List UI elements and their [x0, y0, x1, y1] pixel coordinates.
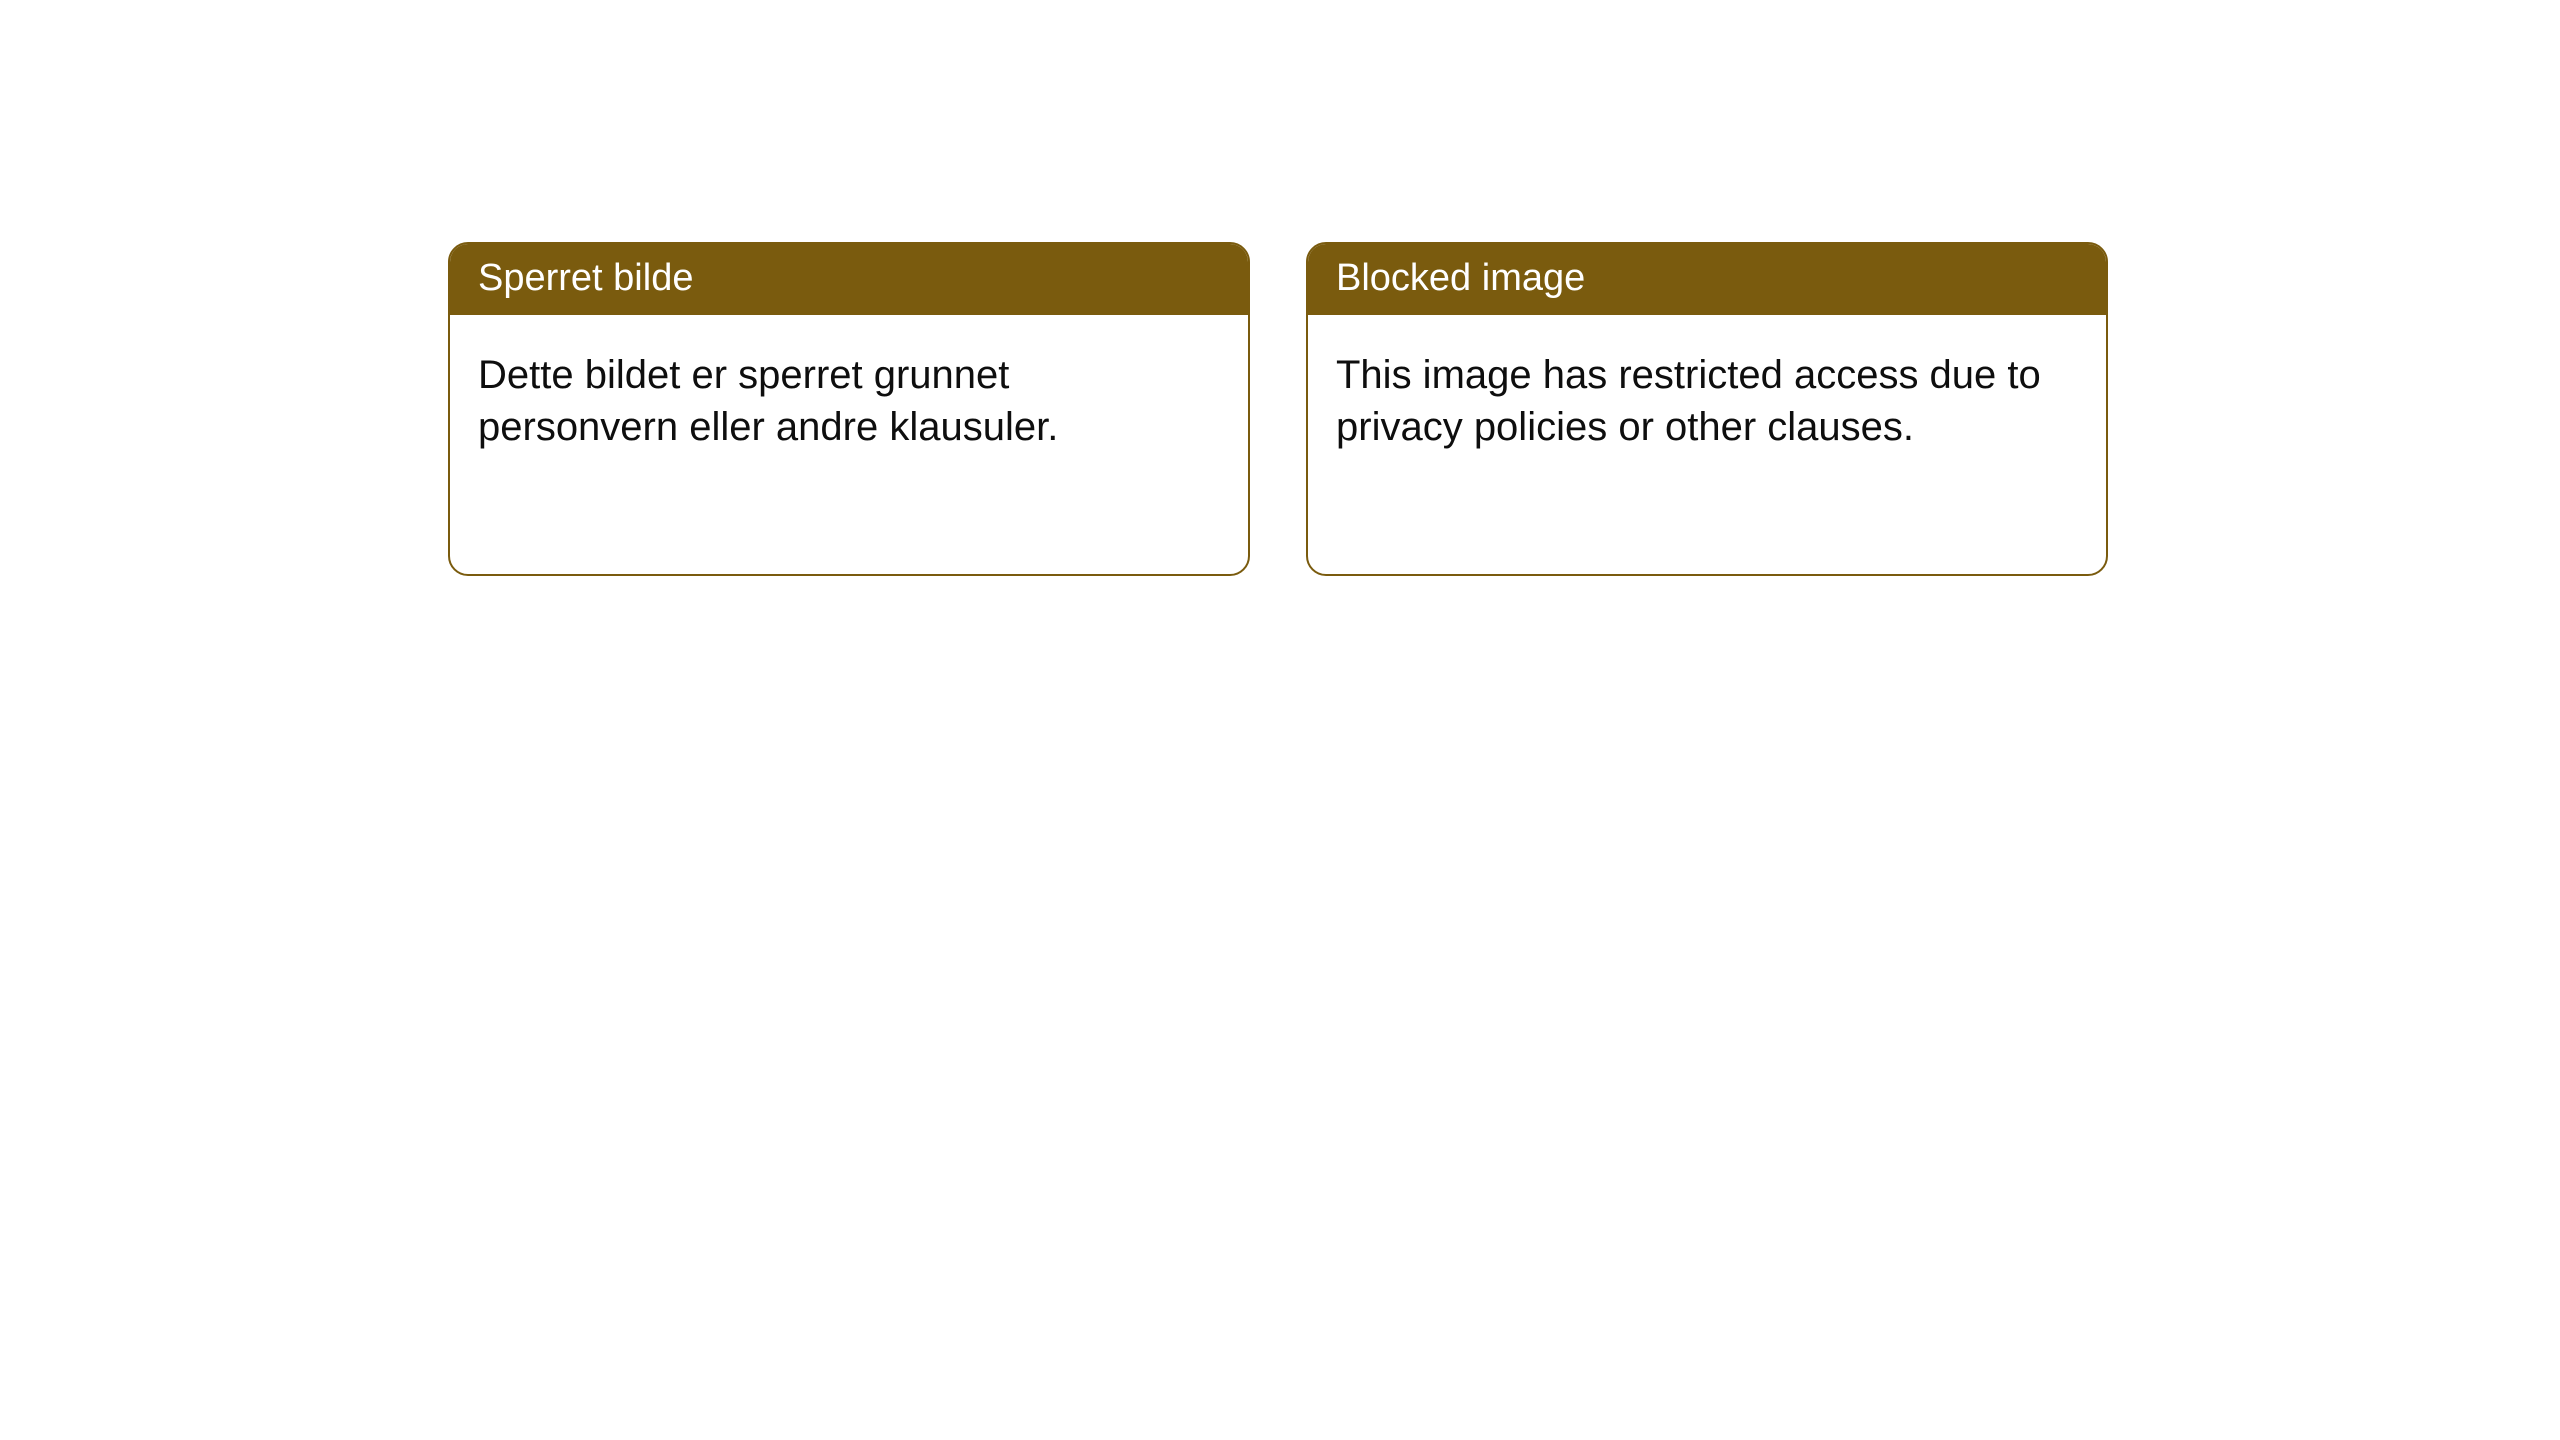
notice-body: This image has restricted access due to … — [1308, 315, 2106, 487]
notice-card-norwegian: Sperret bilde Dette bildet er sperret gr… — [448, 242, 1250, 576]
notice-header: Sperret bilde — [450, 244, 1248, 315]
notice-card-english: Blocked image This image has restricted … — [1306, 242, 2108, 576]
notice-header: Blocked image — [1308, 244, 2106, 315]
notice-container: Sperret bilde Dette bildet er sperret gr… — [0, 0, 2560, 576]
notice-body: Dette bildet er sperret grunnet personve… — [450, 315, 1248, 487]
